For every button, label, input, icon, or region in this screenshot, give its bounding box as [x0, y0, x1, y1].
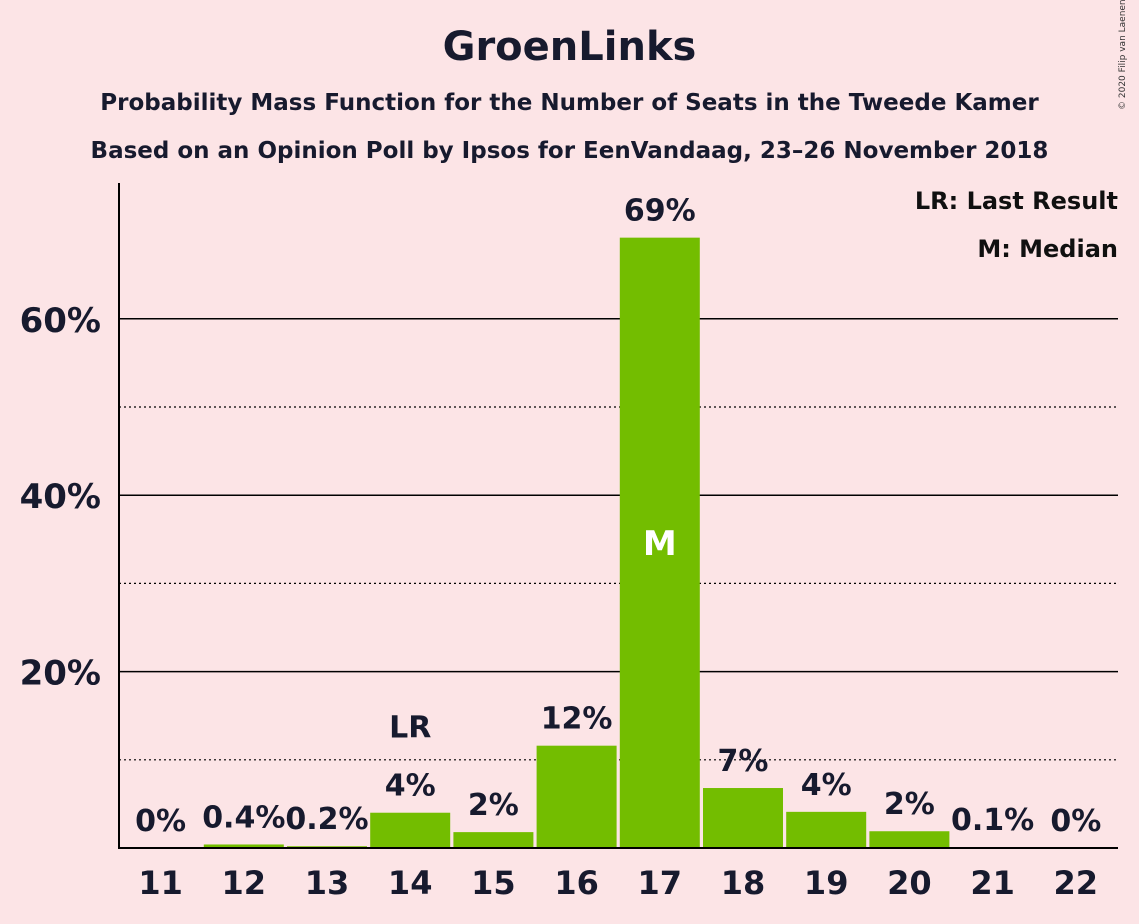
x-tick-label: 20	[887, 864, 932, 902]
x-tick-label: 18	[721, 864, 766, 902]
data-label: 0%	[1050, 804, 1101, 839]
y-tick-label: 60%	[20, 301, 101, 341]
x-tick-label: 17	[638, 864, 683, 902]
bar	[703, 788, 783, 848]
median-marker: M	[643, 524, 677, 564]
x-tick-label: 16	[554, 864, 599, 902]
x-tick-label: 12	[222, 864, 267, 902]
x-tick-labels: 11 12 13 14 15 16 17 18 19 20 21 22	[138, 864, 1098, 902]
last-result-marker: LR	[389, 711, 431, 746]
data-label: 69%	[624, 194, 696, 229]
data-label: 12%	[541, 702, 613, 737]
data-label: 0.2%	[285, 802, 368, 837]
bar	[869, 831, 950, 848]
data-label: 0.1%	[951, 803, 1034, 838]
x-tick-label: 14	[388, 864, 433, 902]
chart-source: Based on an Opinion Poll by Ipsos for Ee…	[90, 138, 1049, 164]
data-label: 0%	[135, 804, 186, 839]
x-tick-label: 11	[138, 864, 183, 902]
x-tick-label: 19	[804, 864, 849, 902]
data-label: 0.4%	[202, 800, 285, 835]
y-tick-label: 20%	[20, 654, 101, 694]
data-label: 4%	[385, 769, 436, 804]
bar	[203, 844, 284, 848]
y-tick-label: 40%	[20, 477, 101, 517]
bar	[453, 832, 534, 848]
annotations: 0% 0.4% 0.2% 4% LR 2% 12% 69% M 7% 4% 2% 0.1% 0%	[135, 194, 1101, 839]
x-tick-label: 22	[1054, 864, 1099, 902]
chart-title: GroenLinks	[442, 24, 697, 70]
y-tick-labels: 20% 40% 60%	[20, 301, 101, 694]
bar	[786, 811, 867, 848]
data-label: 4%	[801, 768, 852, 803]
bar	[619, 237, 700, 848]
chart-subtitle: Probability Mass Function for the Number…	[100, 90, 1039, 116]
x-tick-label: 13	[305, 864, 350, 902]
data-label: 7%	[718, 744, 769, 779]
legend-median: M: Median	[977, 235, 1118, 263]
x-tick-label: 21	[970, 864, 1015, 902]
data-label: 2%	[468, 788, 519, 823]
bar	[536, 745, 617, 848]
data-label: 2%	[884, 787, 935, 822]
bar	[370, 812, 451, 848]
legend-last-result: LR: Last Result	[915, 187, 1118, 215]
x-tick-label: 15	[471, 864, 516, 902]
bars	[203, 237, 1033, 848]
gridlines	[119, 318, 1118, 761]
